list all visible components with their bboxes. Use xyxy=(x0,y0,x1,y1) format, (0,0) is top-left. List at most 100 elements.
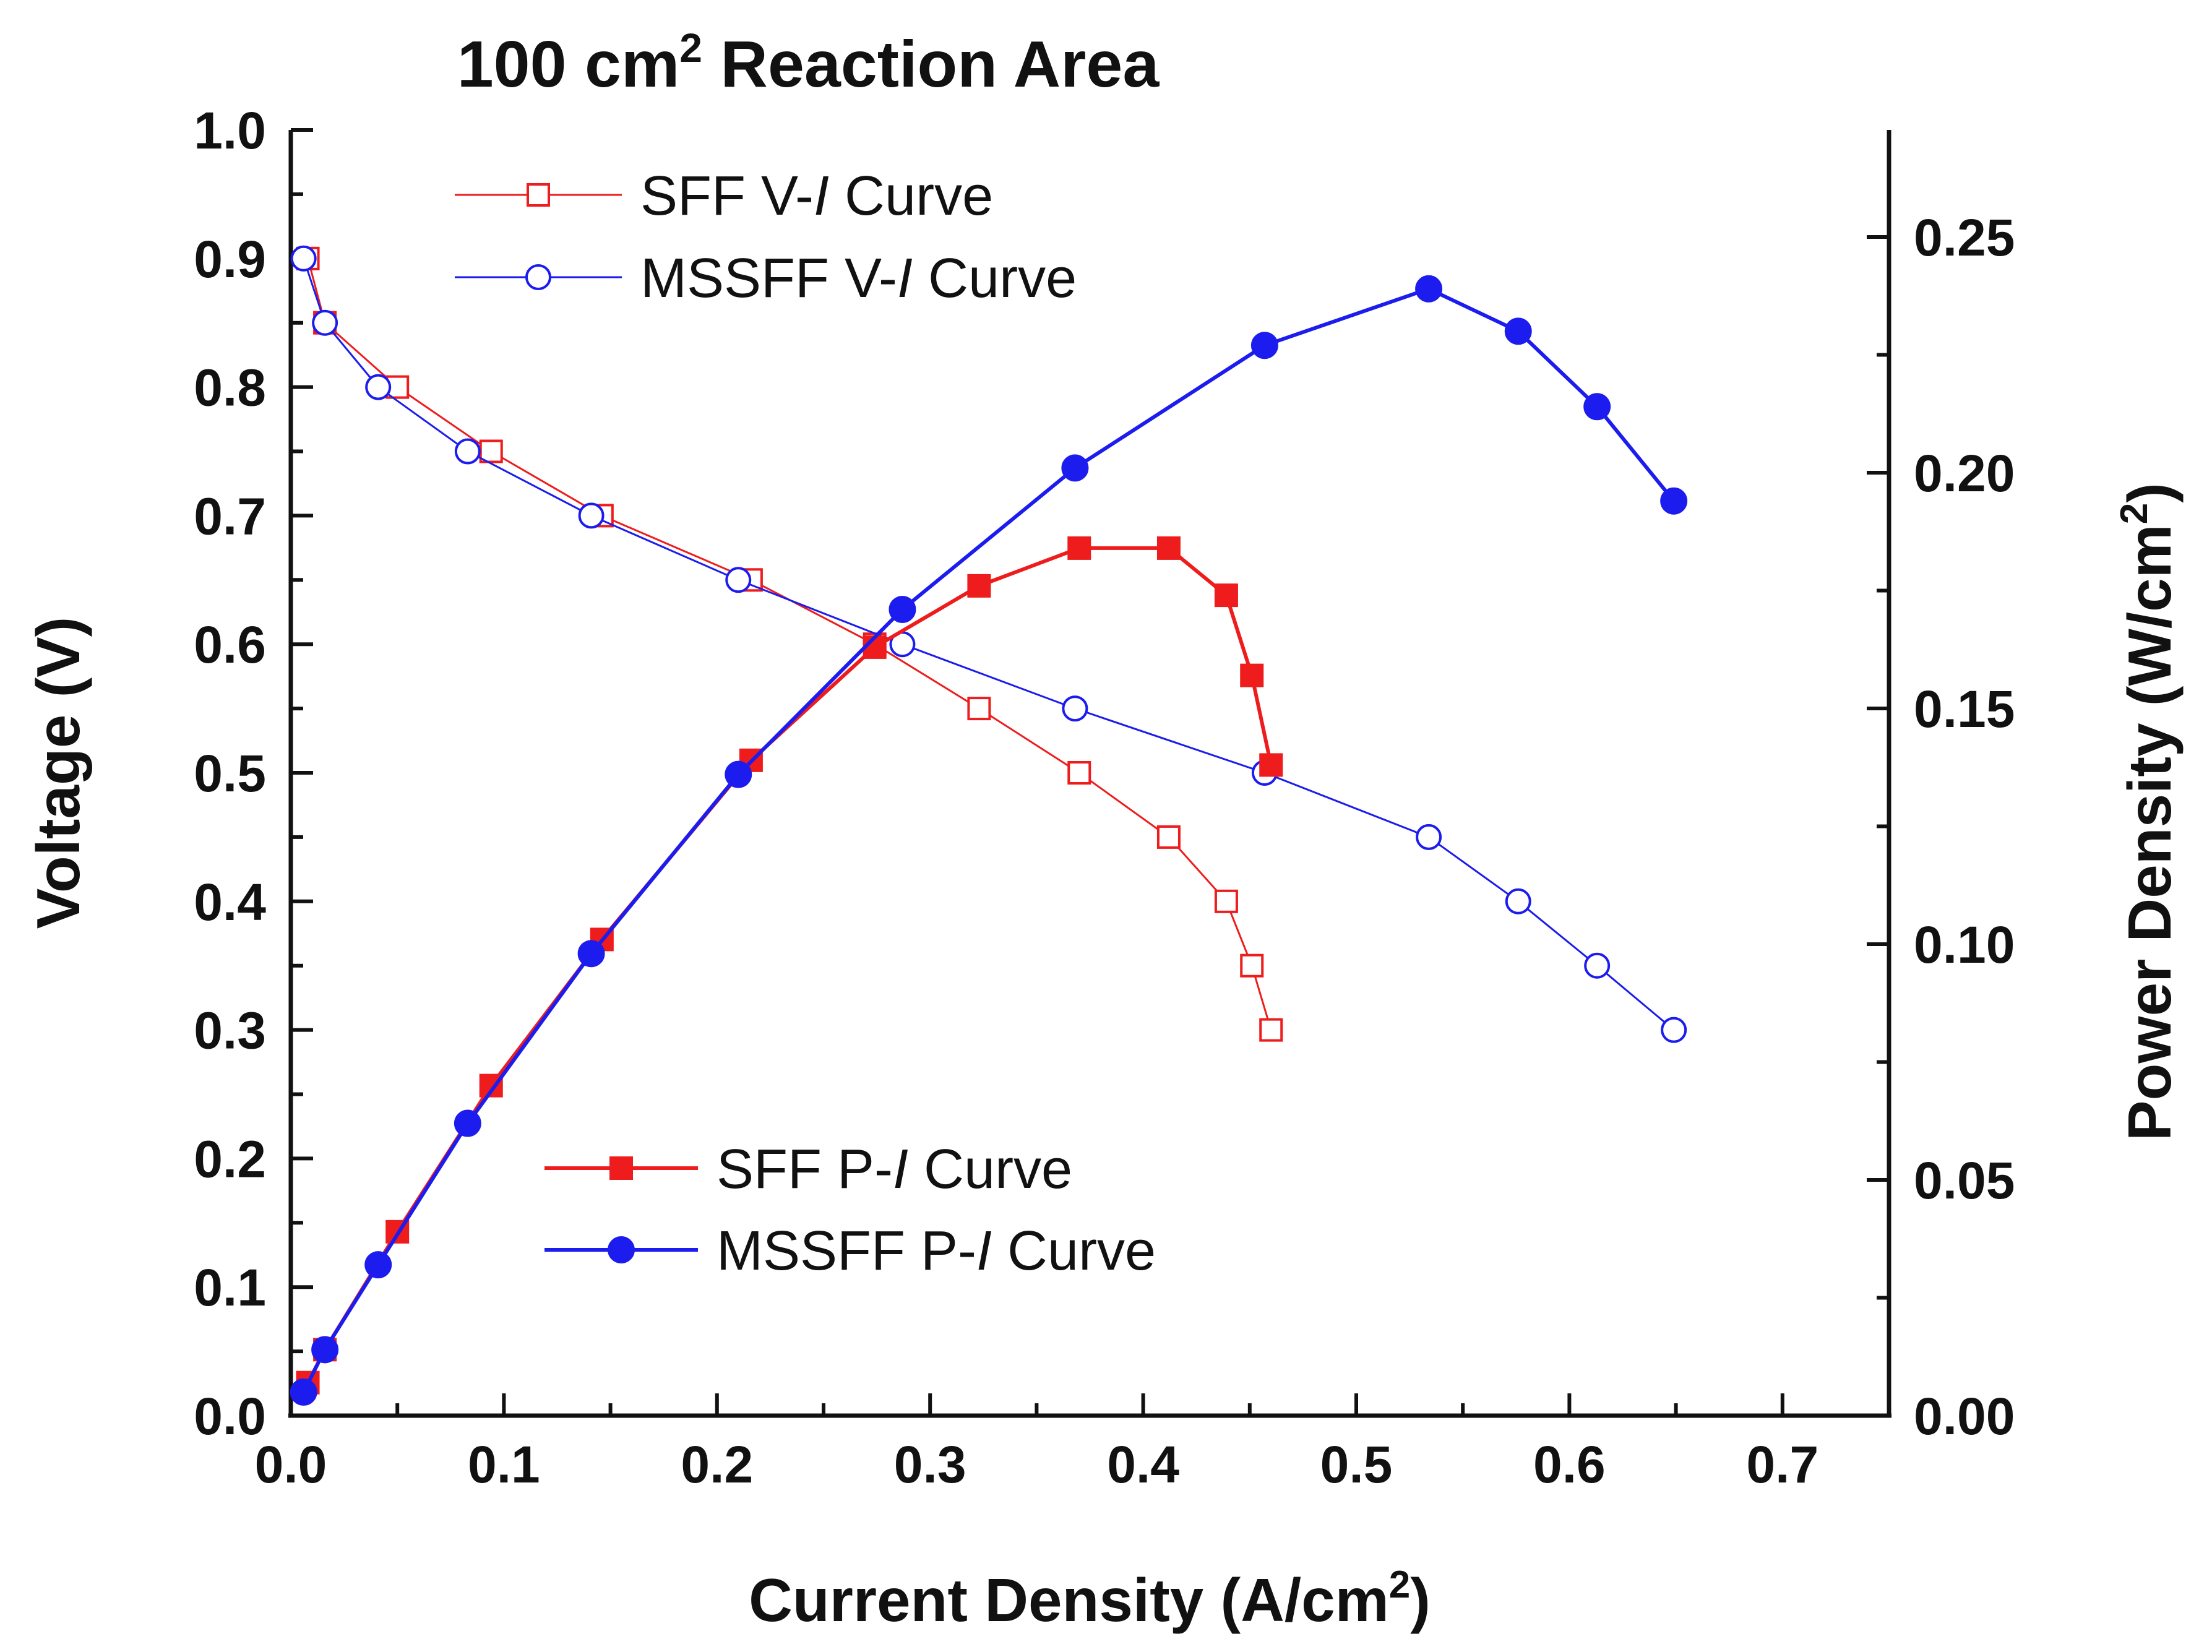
legend-marker xyxy=(527,183,550,207)
ticks xyxy=(289,128,1889,1418)
data-point-mssff-p-i-curve xyxy=(725,760,752,788)
x-tick-label: 0.3 xyxy=(894,1435,966,1494)
data-point-sff-v-i-curve xyxy=(1259,1018,1283,1042)
x-axis-label: Current Density (A/cm2) xyxy=(749,1564,1431,1634)
legend-label: MSSFF V-I Curve xyxy=(640,247,1077,309)
y2-axis-label: Power Density (W/cm2) xyxy=(2113,483,2184,1141)
data-point-mssff-v-i-curve xyxy=(1416,824,1442,850)
data-point-mssff-v-i-curve xyxy=(312,309,338,336)
data-point-mssff-p-i-curve xyxy=(311,1336,339,1364)
y-tick-label: 0.7 xyxy=(194,487,266,545)
series-layer xyxy=(290,245,1688,1406)
data-point-mssff-v-i-curve xyxy=(454,438,481,465)
data-point-mssff-v-i-curve xyxy=(290,245,317,272)
y2-tick-label: 0.05 xyxy=(1914,1151,2015,1210)
data-point-mssff-v-i-curve xyxy=(1661,1017,1687,1043)
data-point-sff-p-i-curve xyxy=(1259,753,1283,777)
legend-label-pre: MSSFF V- xyxy=(640,247,897,309)
data-point-mssff-v-i-curve xyxy=(578,502,605,529)
data-point-mssff-p-i-curve xyxy=(1250,332,1278,359)
y-tick-label: 0.8 xyxy=(194,359,266,417)
y2-tick-label: 0.00 xyxy=(1914,1387,2015,1445)
legend-label: SFF V-I Curve xyxy=(640,165,993,227)
data-point-mssff-v-i-curve xyxy=(1584,952,1611,979)
legend-marker xyxy=(609,1156,633,1180)
legend-label-pre: SFF V- xyxy=(640,165,814,227)
x-tick-label: 0.5 xyxy=(1320,1435,1393,1494)
legend-label-pre: SFF P- xyxy=(717,1138,893,1200)
chart-title-rest: Reaction Area xyxy=(702,28,1160,101)
y2-axis-label-main: Power Density (W/cm xyxy=(2115,524,2184,1141)
data-point-sff-v-i-curve xyxy=(1156,825,1181,849)
legend-label: SFF P-I Curve xyxy=(717,1138,1072,1200)
series-mssff-v-i-curve xyxy=(290,245,1687,1043)
y2-tick-label: 0.10 xyxy=(1914,916,2015,974)
y-tick-label: 0.4 xyxy=(194,873,266,931)
data-point-sff-p-i-curve xyxy=(1214,583,1238,608)
legend-label-post: Curve xyxy=(992,1220,1156,1282)
legend-label-italic: I xyxy=(893,1138,908,1200)
legend-marker xyxy=(525,264,551,290)
data-point-mssff-v-i-curve xyxy=(725,567,752,593)
y-tick-label: 0.1 xyxy=(194,1258,266,1317)
x-tick-label: 0.2 xyxy=(681,1435,753,1494)
legend-label-post: Curve xyxy=(829,165,993,227)
chart-title-main: 100 cm xyxy=(457,28,680,101)
x-axis-label-main: Current Density (A/cm xyxy=(749,1566,1389,1634)
legend-label-pre: MSSFF P- xyxy=(717,1220,976,1282)
data-point-sff-v-i-curve xyxy=(967,697,991,721)
legend-label-italic: I xyxy=(814,165,829,227)
series-line-sff-v-i-curve xyxy=(307,258,1272,1031)
y2-tick-label: 0.25 xyxy=(1914,209,2015,267)
data-point-sff-p-i-curve xyxy=(967,574,991,598)
legend-label-italic: I xyxy=(976,1220,992,1282)
y-tick-label: 0.3 xyxy=(194,1002,266,1060)
data-point-mssff-p-i-curve xyxy=(1583,393,1611,421)
y2-tick-label: 0.15 xyxy=(1914,680,2015,738)
y-tick-label: 0.9 xyxy=(194,230,266,288)
data-point-mssff-v-i-curve xyxy=(365,374,392,400)
x-axis-label-sup: 2 xyxy=(1389,1564,1410,1606)
data-point-mssff-p-i-curve xyxy=(1415,275,1443,303)
legend-item-sff-v-i-curve: SFF V-I Curve xyxy=(455,165,993,227)
series-sff-v-i-curve xyxy=(296,246,1283,1042)
series-mssff-p-i-curve xyxy=(290,275,1688,1406)
legend-item-sff-p-i-curve: SFF P-I Curve xyxy=(544,1138,1072,1200)
legend-label-italic: I xyxy=(897,247,913,309)
y-tick-label: 0.6 xyxy=(194,616,266,674)
data-point-sff-p-i-curve xyxy=(1067,536,1091,560)
chart-title: 100 cm2 Reaction Area xyxy=(457,25,1160,101)
y2-axis-label-sup: 2 xyxy=(2113,503,2156,524)
data-point-sff-p-i-curve xyxy=(1240,663,1264,687)
data-point-mssff-v-i-curve xyxy=(1505,888,1531,914)
legend-item-mssff-p-i-curve: MSSFF P-I Curve xyxy=(544,1220,1156,1282)
data-point-mssff-p-i-curve xyxy=(1660,487,1688,515)
series-line-mssff-v-i-curve xyxy=(303,258,1675,1031)
y-tick-label: 1.0 xyxy=(194,101,266,160)
legend-item-mssff-v-i-curve: MSSFF V-I Curve xyxy=(455,247,1077,309)
x-tick-label: 0.1 xyxy=(468,1435,540,1494)
data-point-mssff-p-i-curve xyxy=(290,1378,317,1406)
data-point-mssff-p-i-curve xyxy=(889,595,916,623)
data-point-sff-v-i-curve xyxy=(1240,953,1264,978)
x-tick-label: 0.0 xyxy=(255,1435,327,1494)
legend-label-post: Curve xyxy=(913,247,1077,309)
data-point-sff-v-i-curve xyxy=(1214,889,1238,913)
data-point-mssff-p-i-curve xyxy=(1504,317,1532,345)
x-axis-label-rest: ) xyxy=(1410,1566,1431,1634)
tick-labels: 0.0 0.1 0.2 0.3 0.4 0.5 0.6 0.7 0.0 0.1 0.2 0.3 0.4 0… xyxy=(194,101,2015,1494)
data-point-mssff-v-i-curve xyxy=(1062,695,1088,722)
y-axis-label: Voltage (V) xyxy=(24,617,92,929)
data-point-mssff-p-i-curve xyxy=(1061,454,1089,482)
y-tick-label: 0.0 xyxy=(194,1387,266,1445)
data-point-sff-p-i-curve xyxy=(1156,536,1181,560)
y2-tick-label: 0.20 xyxy=(1914,444,2015,502)
chart-title-sup: 2 xyxy=(679,25,702,71)
legend-marker xyxy=(608,1236,635,1263)
y-tick-label: 0.5 xyxy=(194,744,266,802)
x-tick-label: 0.4 xyxy=(1107,1435,1179,1494)
legend-label: MSSFF P-I Curve xyxy=(717,1220,1156,1282)
data-point-mssff-p-i-curve xyxy=(364,1251,392,1279)
data-point-mssff-p-i-curve xyxy=(577,940,605,968)
